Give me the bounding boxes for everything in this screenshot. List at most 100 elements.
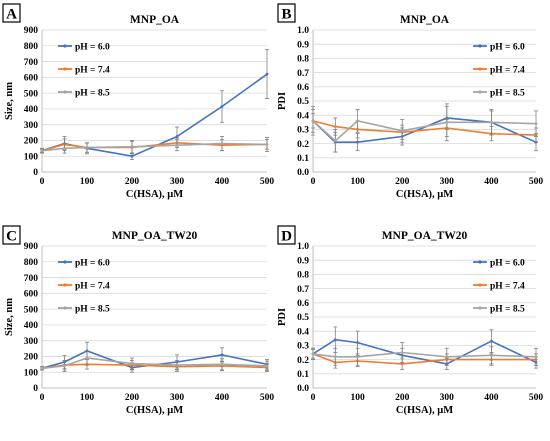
y-tick-label: 0: [33, 168, 38, 178]
legend-marker: [478, 67, 482, 71]
y-tick-label: 0.8: [297, 271, 309, 281]
legend-label: pH = 8.5: [75, 305, 110, 315]
legend-label: pH = 8.5: [490, 305, 525, 315]
legend-marker: [478, 260, 482, 264]
data-point: [63, 146, 66, 150]
data-point: [63, 364, 66, 368]
legend-marker: [478, 283, 482, 287]
panel-letter-box: [277, 225, 296, 245]
series-0: [40, 341, 269, 373]
legend-label: pH = 8.5: [490, 89, 525, 99]
y-tick-label: 0.2: [297, 356, 309, 366]
x-tick-label: 500: [260, 393, 275, 403]
data-point: [130, 154, 134, 158]
legend-entry: pH = 8.5: [473, 305, 525, 315]
data-point: [490, 353, 493, 357]
data-point: [40, 149, 44, 153]
panel-letter-box: [2, 225, 21, 245]
y-tick-label: 300: [24, 121, 39, 131]
y-tick-label: 500: [24, 89, 39, 99]
legend-marker: [478, 90, 482, 94]
y-tick-label: 600: [24, 74, 39, 84]
x-axis-label: C(HSA), μM: [396, 405, 453, 416]
y-tick-label: 1.0: [297, 26, 309, 36]
x-tick-label: 300: [170, 177, 185, 187]
series-0: [311, 326, 538, 370]
legend-entry: pH = 7.4: [58, 66, 110, 76]
legend-label: pH = 6.0: [75, 259, 110, 269]
x-tick-label: 500: [529, 177, 544, 187]
panel-B: B MNP_OA 0.0 0.1 0.2 0.3 0.4 0.5 0.6 0.7 0.8 0.9 1.0…: [277, 3, 544, 200]
y-tick-label: 0.1: [297, 370, 309, 380]
x-tick-label: 100: [80, 177, 95, 187]
y-tick-label: 100: [24, 152, 39, 162]
data-point: [400, 351, 404, 354]
data-point: [85, 356, 89, 360]
y-tick-label: 0.4: [297, 111, 309, 121]
data-point: [356, 140, 359, 144]
y-tick-label: 0.0: [297, 384, 309, 394]
x-tick-label: 100: [80, 393, 95, 403]
y-tick-label: 0.9: [297, 256, 309, 266]
data-point: [220, 105, 224, 108]
y-tick-label: 0.2: [297, 140, 309, 150]
y-axis-label: Size, nm: [4, 82, 15, 120]
y-tick-label: 0.7: [297, 69, 309, 79]
panel-letter: C: [6, 229, 17, 245]
series-2: [40, 136, 269, 154]
data-point: [400, 129, 404, 133]
y-tick-label: 200: [24, 137, 39, 147]
x-tick-label: 400: [484, 393, 499, 403]
y-tick-label: 0.8: [297, 55, 309, 65]
y-tick-label: 1.0: [297, 242, 309, 252]
y-tick-label: 900: [24, 242, 39, 252]
data-point: [175, 363, 179, 367]
legend-marker: [63, 67, 67, 71]
legend-entry: pH = 8.5: [58, 89, 110, 99]
x-tick-label: 0: [311, 393, 316, 403]
series-2: [40, 350, 269, 372]
x-axis-label: C(HSA), μM: [126, 405, 183, 416]
legend-label: pH = 8.5: [75, 89, 110, 99]
data-point: [175, 135, 179, 138]
data-point: [333, 125, 337, 128]
series-line: [312, 351, 537, 358]
chart-title: MNP_OA_TW20: [112, 230, 198, 242]
y-tick-label: 0.1: [297, 154, 309, 164]
legend-entry: pH = 6.0: [58, 43, 110, 53]
legend-entry: pH = 6.0: [58, 259, 110, 269]
legend-entry: pH = 6.0: [473, 43, 525, 53]
y-tick-label: 700: [24, 58, 39, 68]
legend-label: pH = 7.4: [490, 66, 525, 76]
x-tick-label: 200: [395, 393, 410, 403]
legend-marker: [478, 44, 482, 48]
data-point: [220, 362, 224, 366]
data-point: [356, 341, 359, 344]
legend-label: pH = 6.0: [490, 259, 525, 269]
legend-entry: pH = 7.4: [58, 282, 110, 292]
panel-A: A MNP_OA 0 100 200 300 400 500 600 700 800 900 0 100 2…: [2, 3, 274, 200]
panel-letter: B: [281, 7, 291, 23]
y-tick-label: 600: [24, 290, 39, 300]
data-point: [356, 119, 359, 123]
panel-letter-box: [2, 3, 21, 23]
legend-marker: [478, 306, 482, 310]
legend-marker: [63, 306, 67, 310]
legend-marker: [63, 283, 67, 287]
panel-D: D MNP_OA_TW20 0.0 0.1 0.2 0.3 0.4 0.5 0.6 0.7 0.8 0…: [277, 225, 543, 416]
data-point: [333, 139, 337, 143]
data-point: [490, 120, 493, 124]
legend-entry: pH = 8.5: [473, 89, 525, 99]
chart-title: MNP_OA_TW20: [382, 230, 468, 242]
y-axis-label: PDI: [277, 308, 288, 326]
data-point: [333, 338, 337, 342]
data-point: [534, 355, 538, 359]
y-tick-label: 400: [24, 105, 39, 115]
legend-label: pH = 7.4: [75, 282, 110, 292]
x-tick-label: 300: [440, 177, 455, 187]
y-tick-label: 800: [24, 42, 39, 52]
legend-label: pH = 7.4: [490, 282, 525, 292]
x-tick-label: 100: [350, 393, 365, 403]
data-point: [333, 355, 337, 359]
